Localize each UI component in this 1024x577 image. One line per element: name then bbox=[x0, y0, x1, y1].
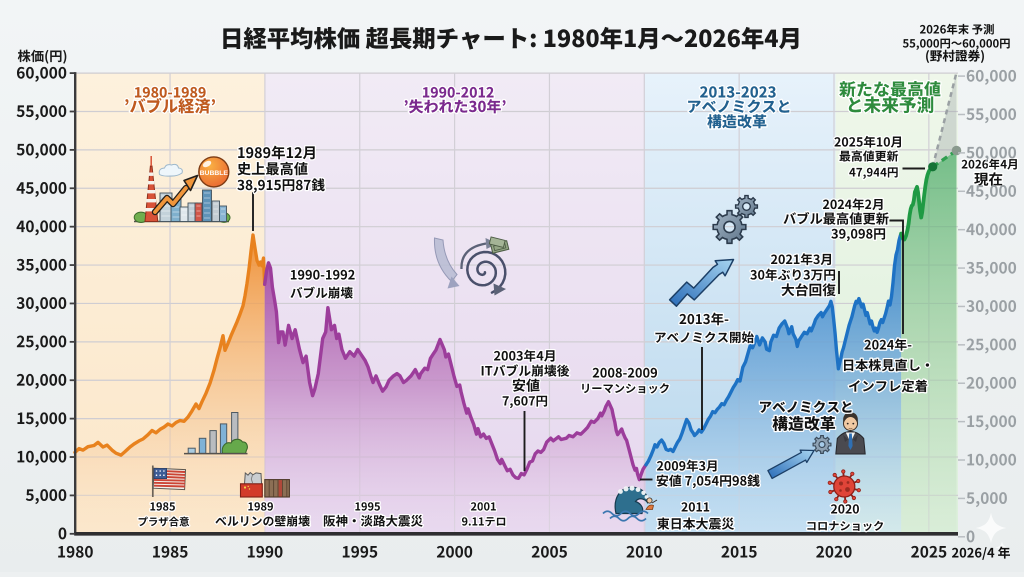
svg-text:BUBBLE: BUBBLE bbox=[200, 170, 229, 177]
